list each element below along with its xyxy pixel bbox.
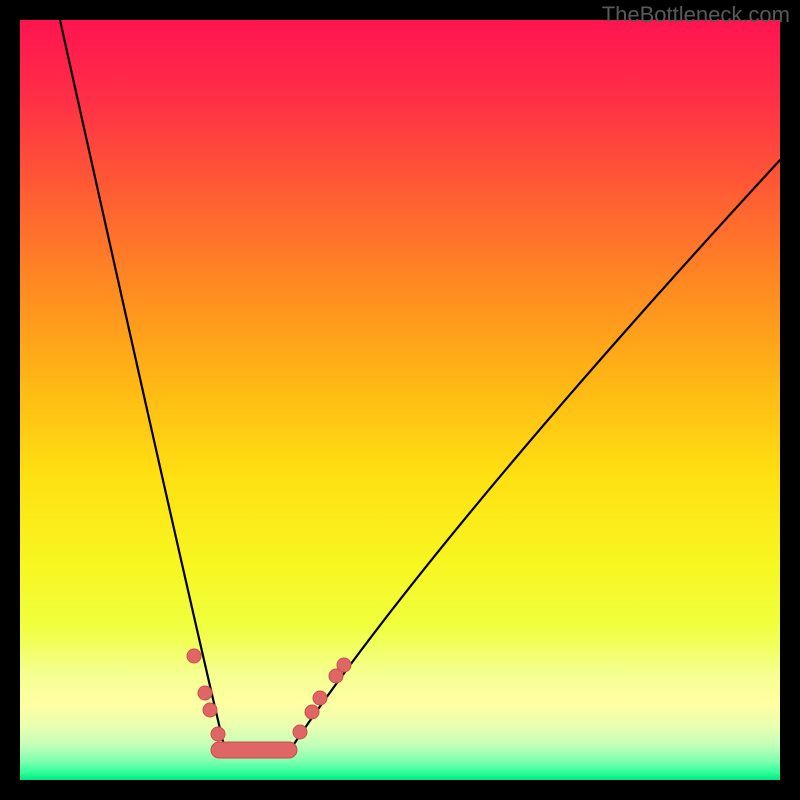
optimal-range-overlay (187, 649, 351, 758)
optimal-range-bar (211, 742, 297, 758)
threshold-marker (293, 725, 307, 739)
chart-frame: TheBottleneck.com (0, 0, 800, 800)
threshold-marker (337, 658, 351, 672)
watermark-text: TheBottleneck.com (602, 2, 790, 28)
threshold-marker (305, 705, 319, 719)
curve-right (290, 160, 780, 750)
threshold-marker (313, 691, 327, 705)
threshold-marker (198, 686, 212, 700)
curve-layer (0, 0, 800, 800)
threshold-marker (203, 703, 217, 717)
watermark-label: TheBottleneck.com (602, 2, 790, 27)
threshold-marker (187, 649, 201, 663)
threshold-marker (211, 727, 225, 741)
curve-left (60, 20, 225, 750)
